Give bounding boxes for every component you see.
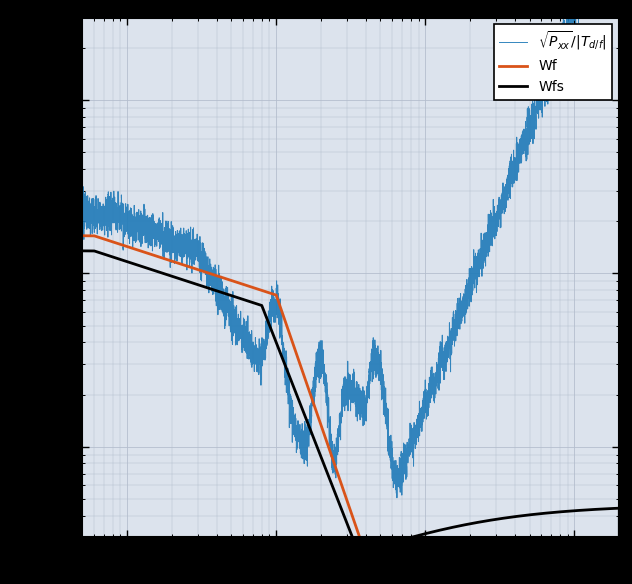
Wfs	[184, 278, 191, 285]
Wfs	[100, 251, 108, 258]
Wf	[100, 236, 108, 243]
Wf	[587, 552, 595, 559]
$\sqrt{P_{xx}}/|T_{d/f}|$	[341, 402, 349, 409]
Wfs	[81, 248, 88, 255]
Legend: $\sqrt{P_{xx}}/|T_{d/f}|$, Wf, Wfs: $\sqrt{P_{xx}}/|T_{d/f}|$, Wf, Wfs	[494, 25, 612, 100]
$\sqrt{P_{xx}}/|T_{d/f}|$	[81, 195, 88, 202]
Wfs	[78, 248, 86, 255]
Wf	[81, 232, 88, 239]
$\sqrt{P_{xx}}/|T_{d/f}|$	[184, 252, 191, 259]
$\sqrt{P_{xx}}/|T_{d/f}|$	[78, 215, 86, 222]
$\sqrt{P_{xx}}/|T_{d/f}|$	[111, 218, 118, 225]
Line: $\sqrt{P_{xx}}/|T_{d/f}|$: $\sqrt{P_{xx}}/|T_{d/f}|$	[82, 0, 619, 584]
Line: Wf: Wf	[82, 236, 619, 584]
$\sqrt{P_{xx}}/|T_{d/f}|$	[100, 210, 108, 217]
Wf	[78, 232, 86, 239]
Wf	[341, 491, 349, 498]
Wfs	[341, 514, 349, 521]
Wfs	[587, 506, 595, 513]
Wf	[184, 263, 191, 270]
Line: Wfs: Wfs	[82, 251, 619, 584]
Wf	[111, 239, 118, 246]
Wfs	[111, 254, 118, 261]
